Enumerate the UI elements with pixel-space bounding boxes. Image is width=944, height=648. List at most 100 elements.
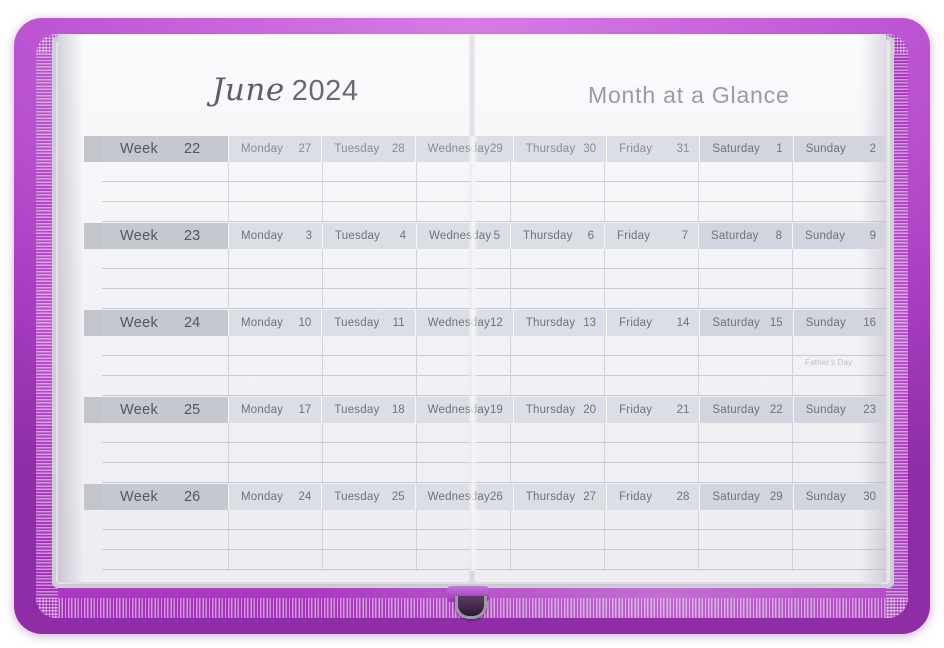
day-header-saturday[interactable]: Saturday 22	[699, 397, 793, 423]
day-header-sunday[interactable]: Sunday 30	[792, 484, 886, 510]
ruled-lines	[417, 423, 510, 484]
day-cell-tuesday[interactable]	[322, 162, 416, 223]
ruled-lines	[605, 423, 698, 484]
day-cell-wednesday[interactable]	[416, 423, 510, 484]
day-cell-monday[interactable]	[228, 336, 322, 397]
day-header-thursday[interactable]: Thursday 6	[510, 223, 604, 249]
day-header-monday[interactable]: Monday 3	[228, 223, 322, 249]
day-cell-saturday[interactable]	[698, 510, 792, 571]
day-header-tuesday[interactable]: Tuesday 4	[322, 223, 416, 249]
day-header-sunday[interactable]: Sunday 2	[792, 136, 886, 162]
day-cell-monday[interactable]	[228, 510, 322, 571]
ruled-lines	[229, 162, 322, 223]
day-cell-wednesday[interactable]	[416, 162, 510, 223]
day-cell-sunday[interactable]: Father's Day	[792, 336, 886, 397]
day-header-friday[interactable]: Friday 14	[606, 310, 700, 336]
day-name: Friday	[617, 230, 651, 242]
day-cell-monday[interactable]	[228, 162, 322, 223]
day-header-saturday[interactable]: Saturday 15	[699, 310, 793, 336]
day-number: 13	[583, 317, 597, 329]
day-header-thursday[interactable]: Thursday 27	[512, 484, 607, 510]
day-header-wednesday[interactable]: Wednesday 26	[414, 484, 513, 510]
day-header-friday[interactable]: Friday 31	[606, 136, 700, 162]
day-name: Saturday	[712, 317, 761, 329]
day-cell-saturday[interactable]	[698, 249, 792, 310]
day-header-tuesday[interactable]: Tuesday 11	[321, 310, 415, 336]
day-number: 19	[489, 404, 503, 416]
day-cell-tuesday[interactable]	[322, 510, 416, 571]
day-name: Saturday	[711, 230, 759, 242]
day-header-monday[interactable]: Monday 27	[228, 136, 322, 162]
ruled-lines	[511, 249, 604, 310]
day-cell-saturday[interactable]	[698, 423, 792, 484]
notes-column[interactable]	[102, 249, 228, 310]
week-number: 24	[184, 315, 201, 331]
day-header-wednesday[interactable]: Wednesday 5	[416, 223, 510, 249]
notes-column[interactable]	[102, 510, 228, 571]
day-header-wednesday[interactable]: Wednesday 29	[414, 136, 513, 162]
day-number: 26	[489, 491, 503, 503]
day-cell-thursday[interactable]	[510, 510, 604, 571]
day-cell-friday[interactable]	[604, 249, 698, 310]
ruled-lines	[323, 249, 416, 310]
day-cell-sunday[interactable]	[792, 249, 886, 310]
day-name: Tuesday	[334, 317, 380, 329]
day-cell-saturday[interactable]	[698, 336, 792, 397]
day-cell-sunday[interactable]	[792, 423, 886, 484]
day-header-wednesday[interactable]: Wednesday 19	[414, 397, 513, 423]
day-cell-monday[interactable]	[228, 423, 322, 484]
ruled-lines	[793, 336, 886, 397]
week-header: Week 26 Monday 24 Tuesday 25 Wednesday 26 Thursd…	[102, 484, 886, 510]
day-cell-friday[interactable]	[604, 510, 698, 571]
ruled-lines	[102, 510, 228, 571]
day-header-saturday[interactable]: Saturday 29	[699, 484, 793, 510]
zipper-pull-ring[interactable]	[455, 596, 487, 619]
week-tab-marker	[84, 136, 102, 162]
day-header-sunday[interactable]: Sunday 16	[792, 310, 886, 336]
day-header-thursday[interactable]: Thursday 13	[512, 310, 607, 336]
day-name: Sunday	[805, 317, 846, 329]
day-header-sunday[interactable]: Sunday 23	[792, 397, 886, 423]
day-header-saturday[interactable]: Saturday 1	[699, 136, 793, 162]
day-cell-friday[interactable]	[604, 162, 698, 223]
day-header-tuesday[interactable]: Tuesday 28	[321, 136, 415, 162]
day-header-friday[interactable]: Friday 28	[606, 484, 700, 510]
day-header-monday[interactable]: Monday 24	[228, 484, 322, 510]
day-cell-thursday[interactable]	[510, 336, 604, 397]
day-header-saturday[interactable]: Saturday 8	[698, 223, 792, 249]
day-header-wednesday[interactable]: Wednesday 12	[414, 310, 513, 336]
week-number: 25	[184, 402, 201, 418]
day-header-friday[interactable]: Friday 21	[606, 397, 700, 423]
day-cell-wednesday[interactable]	[416, 336, 510, 397]
day-header-thursday[interactable]: Thursday 20	[512, 397, 607, 423]
day-name: Friday	[619, 143, 653, 155]
day-header-thursday[interactable]: Thursday 30	[512, 136, 607, 162]
day-header-tuesday[interactable]: Tuesday 25	[321, 484, 415, 510]
holiday-note: Father's Day	[805, 358, 853, 367]
day-cell-sunday[interactable]	[792, 510, 886, 571]
day-cell-friday[interactable]	[604, 336, 698, 397]
ruled-lines	[323, 336, 416, 397]
notes-column[interactable]	[102, 336, 228, 397]
day-header-monday[interactable]: Monday 17	[228, 397, 322, 423]
day-cell-saturday[interactable]	[698, 162, 792, 223]
notes-column[interactable]	[102, 423, 228, 484]
day-cell-tuesday[interactable]	[322, 336, 416, 397]
day-cell-tuesday[interactable]	[322, 423, 416, 484]
day-cell-thursday[interactable]	[510, 423, 604, 484]
notes-column[interactable]	[102, 162, 228, 223]
day-header-monday[interactable]: Monday 10	[228, 310, 322, 336]
day-header-tuesday[interactable]: Tuesday 18	[321, 397, 415, 423]
day-cell-friday[interactable]	[604, 423, 698, 484]
week-tab-marker	[84, 397, 102, 423]
day-header-friday[interactable]: Friday 7	[604, 223, 698, 249]
day-cell-thursday[interactable]	[510, 162, 604, 223]
day-cell-wednesday[interactable]	[416, 249, 510, 310]
day-cell-sunday[interactable]	[792, 162, 886, 223]
day-number: 15	[769, 317, 783, 329]
day-cell-monday[interactable]	[228, 249, 322, 310]
day-cell-tuesday[interactable]	[322, 249, 416, 310]
day-cell-thursday[interactable]	[510, 249, 604, 310]
day-header-sunday[interactable]: Sunday 9	[792, 223, 886, 249]
day-cell-wednesday[interactable]	[416, 510, 510, 571]
